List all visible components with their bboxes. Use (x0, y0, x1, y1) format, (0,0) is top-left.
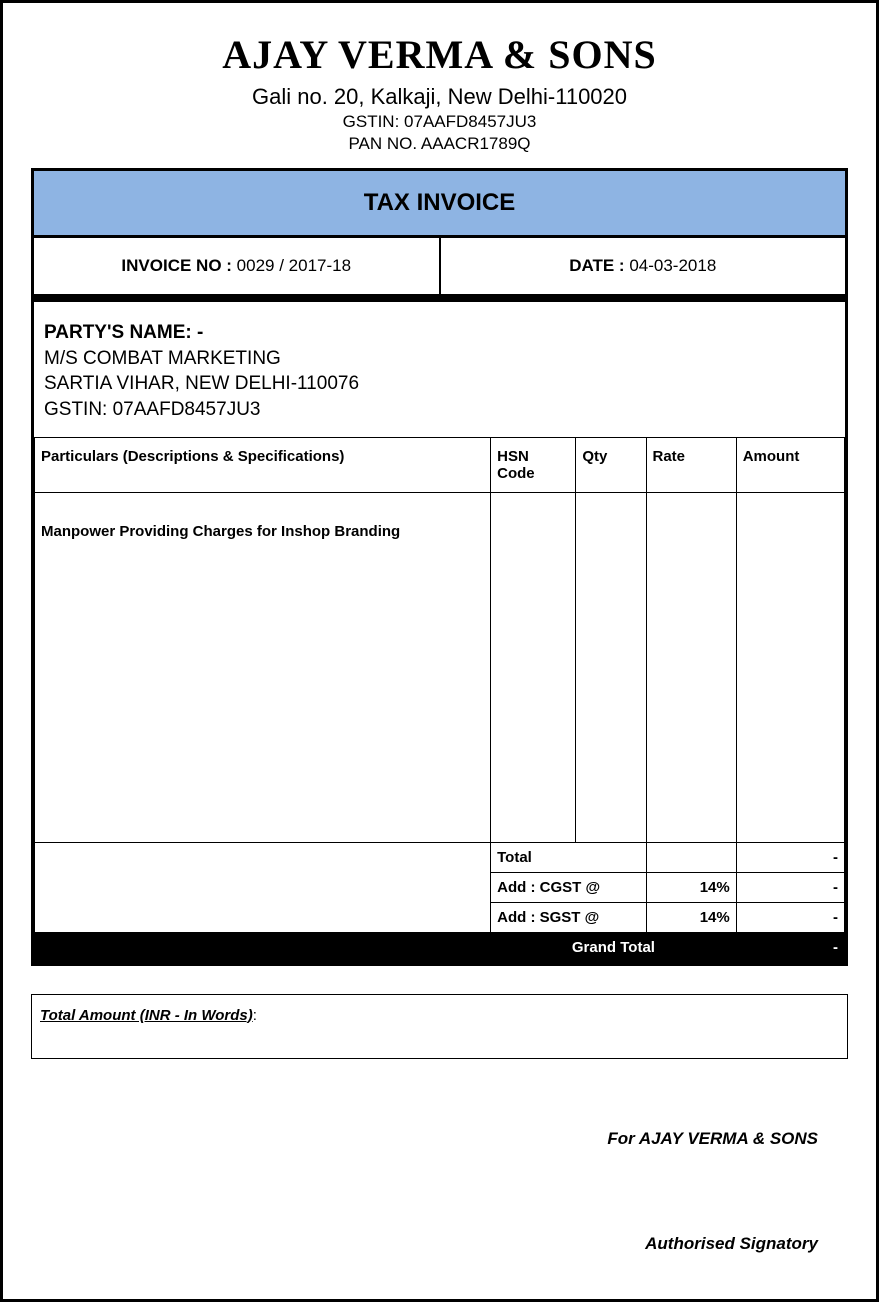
amount-in-words-box: Total Amount (INR - In Words): (31, 994, 848, 1059)
meta-row: INVOICE NO : 0029 / 2017-18 DATE : 04-03… (34, 238, 845, 302)
grand-total-amount: - (736, 932, 844, 962)
line-item-description: Manpower Providing Charges for Inshop Br… (35, 492, 491, 842)
col-amount: Amount (736, 437, 844, 492)
line-item-row: Manpower Providing Charges for Inshop Br… (35, 492, 845, 842)
party-title: PARTY'S NAME: - (44, 320, 835, 346)
sgst-label: Add : SGST @ (491, 902, 646, 932)
party-block: PARTY'S NAME: - M/S COMBAT MARKETING SAR… (34, 302, 845, 437)
col-hsn: HSN Code (491, 437, 576, 492)
gstin-label: GSTIN: (343, 112, 400, 131)
total-amount: - (736, 842, 844, 872)
pan-value: AAACR1789Q (421, 134, 531, 153)
grand-total-label: Grand Total (491, 932, 737, 962)
line-item-hsn (491, 492, 576, 842)
sgst-amount: - (736, 902, 844, 932)
total-rate-cell (646, 842, 736, 872)
party-name: M/S COMBAT MARKETING (44, 346, 835, 372)
pan-label: PAN NO. (348, 134, 417, 153)
date-label: DATE : (569, 256, 624, 275)
blank-cell (35, 932, 491, 962)
blank-cell (35, 902, 491, 932)
table-header-row: Particulars (Descriptions & Specificatio… (35, 437, 845, 492)
col-qty: Qty (576, 437, 646, 492)
blank-cell (35, 842, 491, 872)
amount-in-words-label: Total Amount (INR - In Words) (40, 1007, 253, 1024)
invoice-block: TAX INVOICE INVOICE NO : 0029 / 2017-18 … (31, 168, 848, 966)
for-company-name: AJAY VERMA & SONS (639, 1129, 818, 1148)
sgst-row: Add : SGST @ 14% - (35, 902, 845, 932)
company-pan: PAN NO. AAACR1789Q (31, 134, 848, 154)
for-prefix: For (607, 1129, 638, 1148)
grand-total-row: Grand Total - (35, 932, 845, 962)
total-label: Total (491, 842, 646, 872)
total-row: Total - (35, 842, 845, 872)
col-rate: Rate (646, 437, 736, 492)
line-item-rate (646, 492, 736, 842)
invoice-no-label: INVOICE NO : (121, 256, 232, 275)
cgst-rate: 14% (646, 872, 736, 902)
tax-invoice-title: TAX INVOICE (34, 171, 845, 238)
authorised-signatory: Authorised Signatory (31, 1234, 848, 1254)
line-item-amount (736, 492, 844, 842)
items-table: Particulars (Descriptions & Specificatio… (34, 437, 845, 963)
invoice-no-cell: INVOICE NO : 0029 / 2017-18 (34, 238, 441, 294)
date-cell: DATE : 04-03-2018 (441, 238, 846, 294)
sgst-rate: 14% (646, 902, 736, 932)
words-colon: : (253, 1007, 257, 1024)
cgst-amount: - (736, 872, 844, 902)
party-address: SARTIA VIHAR, NEW DELHI-110076 (44, 371, 835, 397)
blank-cell (35, 872, 491, 902)
for-company-line: For AJAY VERMA & SONS (31, 1129, 848, 1149)
col-particulars: Particulars (Descriptions & Specificatio… (35, 437, 491, 492)
company-address: Gali no. 20, Kalkaji, New Delhi-110020 (31, 84, 848, 110)
line-item-qty (576, 492, 646, 842)
date-value: 04-03-2018 (629, 256, 716, 275)
company-name: AJAY VERMA & SONS (31, 31, 848, 78)
company-gstin: GSTIN: 07AAFD8457JU3 (31, 112, 848, 132)
cgst-row: Add : CGST @ 14% - (35, 872, 845, 902)
invoice-page: AJAY VERMA & SONS Gali no. 20, Kalkaji, … (0, 0, 879, 1302)
party-gstin: GSTIN: 07AAFD8457JU3 (44, 397, 835, 423)
cgst-label: Add : CGST @ (491, 872, 646, 902)
gstin-value: 07AAFD8457JU3 (404, 112, 536, 131)
invoice-no-value: 0029 / 2017-18 (237, 256, 351, 275)
